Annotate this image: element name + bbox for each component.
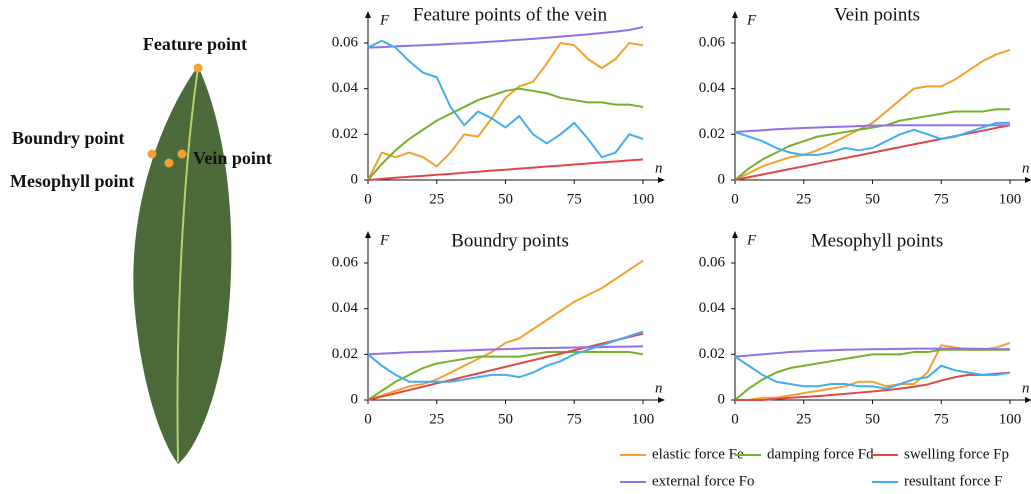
y-tick-label: 0.06 xyxy=(699,34,726,50)
x-tick-label: 100 xyxy=(632,411,655,427)
y-axis-label: F xyxy=(379,232,390,248)
leaf-label: Boundry point xyxy=(12,128,125,148)
y-axis-label: F xyxy=(379,12,390,28)
x-tick-label: 0 xyxy=(364,411,372,427)
x-tick-label: 50 xyxy=(498,191,513,207)
x-tick-label: 75 xyxy=(934,191,949,207)
y-tick-label: 0.04 xyxy=(699,300,726,316)
leaf: Feature point Boundry point Vein point M… xyxy=(10,34,272,464)
series-line xyxy=(368,346,643,354)
x-tick-label: 25 xyxy=(796,411,811,427)
series-line xyxy=(735,109,1010,180)
y-tick-label: 0.04 xyxy=(699,80,726,96)
x-tick-label: 0 xyxy=(731,411,739,427)
chart-title: Vein points xyxy=(834,4,920,25)
x-tick-label: 50 xyxy=(865,411,880,427)
x-tick-label: 25 xyxy=(796,191,811,207)
chart-title: Mesophyll points xyxy=(811,230,943,251)
x-tick-label: 0 xyxy=(731,191,739,207)
y-tick-label: 0.06 xyxy=(699,254,726,270)
series-line xyxy=(368,89,643,180)
y-axis-arrow xyxy=(732,231,738,238)
legend-label: elastic force Fe xyxy=(652,446,744,462)
series-line xyxy=(368,159,643,180)
x-axis-label: n xyxy=(1022,380,1030,396)
chart: Fn Boundry points 0 0.02 0.04 0.06 0 25 50 75 100 xyxy=(332,230,665,427)
legend-label: resultant force F xyxy=(904,473,1002,489)
x-axis-label: n xyxy=(1022,160,1030,176)
boundry-point-dot xyxy=(148,150,157,159)
y-axis-arrow xyxy=(732,11,738,18)
chart-title: Feature points of the vein xyxy=(413,4,608,25)
legend-label: damping force Fd xyxy=(767,446,874,462)
y-tick-label: 0 xyxy=(351,171,359,187)
y-tick-label: 0.02 xyxy=(332,346,358,362)
chart: Fn Feature points of the vein 0 0.02 0.04 0.0… xyxy=(332,4,665,207)
legend: elastic force Fe damping force Fd swelling… xyxy=(620,446,1009,489)
figure: Feature point Boundry point Vein point M… xyxy=(0,0,1031,494)
y-tick-label: 0.02 xyxy=(332,126,358,142)
feature-point-dot xyxy=(194,64,203,73)
series-line xyxy=(368,261,643,400)
x-tick-label: 75 xyxy=(567,191,582,207)
x-axis-arrow xyxy=(658,177,665,183)
x-axis-arrow xyxy=(1025,177,1031,183)
chart: Fn Vein points 0 0.02 0.04 0.06 0 25 50 75 100 xyxy=(699,4,1031,207)
y-tick-label: 0.02 xyxy=(699,126,725,142)
legend-label: external force Fo xyxy=(652,473,754,489)
mesophyll-point-dot xyxy=(165,159,174,168)
y-tick-label: 0 xyxy=(351,391,359,407)
x-tick-label: 100 xyxy=(999,191,1022,207)
y-tick-label: 0 xyxy=(718,171,726,187)
series-line xyxy=(368,352,643,400)
leaf-label: Feature point xyxy=(143,34,247,54)
leaf-label: Vein point xyxy=(193,148,272,168)
y-tick-label: 0.04 xyxy=(332,80,359,96)
x-tick-label: 75 xyxy=(567,411,582,427)
x-axis-label: n xyxy=(655,380,663,396)
x-axis-label: n xyxy=(655,160,663,176)
x-tick-label: 75 xyxy=(934,411,949,427)
chart-title: Boundry points xyxy=(451,230,569,251)
y-axis-arrow xyxy=(365,231,371,238)
x-tick-label: 25 xyxy=(429,411,444,427)
leaf-blade xyxy=(133,66,231,464)
series-line xyxy=(368,27,643,48)
chart: Fn Mesophyll points 0 0.02 0.04 0.06 0 25 50 75 10… xyxy=(699,230,1031,427)
x-axis-arrow xyxy=(658,397,665,403)
series-line xyxy=(735,50,1010,180)
x-tick-label: 50 xyxy=(498,411,513,427)
leaf-label: Mesophyll point xyxy=(10,171,135,191)
y-axis-label: F xyxy=(746,232,757,248)
series-line xyxy=(368,43,643,180)
x-tick-label: 100 xyxy=(999,411,1022,427)
y-tick-label: 0.06 xyxy=(332,254,359,270)
legend-label: swelling force Fp xyxy=(904,446,1009,462)
y-tick-label: 0.04 xyxy=(332,300,359,316)
x-axis-arrow xyxy=(1025,397,1031,403)
y-tick-label: 0.06 xyxy=(332,34,359,50)
x-tick-label: 0 xyxy=(364,191,372,207)
y-tick-label: 0.02 xyxy=(699,346,725,362)
y-tick-label: 0 xyxy=(718,391,726,407)
x-tick-label: 100 xyxy=(632,191,655,207)
y-axis-arrow xyxy=(365,11,371,18)
x-tick-label: 25 xyxy=(429,191,444,207)
y-axis-label: F xyxy=(746,12,757,28)
x-tick-label: 50 xyxy=(865,191,880,207)
vein-point-dot xyxy=(178,150,187,159)
